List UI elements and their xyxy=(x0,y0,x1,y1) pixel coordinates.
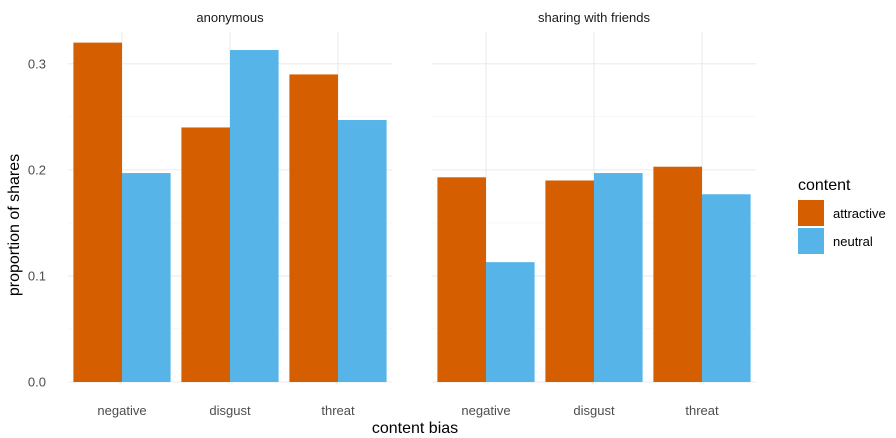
facet-panel-1: sharing with friends negative disgust threa… xyxy=(432,10,756,418)
bar-neutral-disgust xyxy=(594,173,643,382)
legend-swatch-neutral xyxy=(798,228,824,254)
x-axis-title: content bias xyxy=(372,420,458,437)
y-tick-label: 0.3 xyxy=(28,56,46,71)
bar-attractive-threat xyxy=(653,166,702,382)
bar-neutral-disgust xyxy=(230,50,279,382)
x-tick-label: negative xyxy=(461,403,510,418)
y-tick-label: 0.0 xyxy=(28,375,46,390)
bar-attractive-threat xyxy=(289,74,338,382)
y-tick-label: 0.2 xyxy=(28,162,46,177)
legend-label-attractive: attractive xyxy=(833,206,886,221)
legend-swatch-attractive xyxy=(798,200,824,226)
legend: content attractive neutral xyxy=(798,177,886,254)
legend-title: content xyxy=(798,177,851,194)
facet-title: sharing with friends xyxy=(538,10,650,25)
x-tick-label: threat xyxy=(321,403,355,418)
x-tick-label: disgust xyxy=(573,403,615,418)
facet-panel-0: anonymous negative disgust threat xyxy=(68,10,392,418)
bar-neutral-threat xyxy=(338,120,387,382)
bar-neutral-threat xyxy=(702,194,751,382)
bar-attractive-disgust xyxy=(545,180,594,382)
bar-attractive-disgust xyxy=(181,127,230,382)
legend-label-neutral: neutral xyxy=(833,234,873,249)
x-tick-label: disgust xyxy=(209,403,251,418)
x-tick-label: negative xyxy=(97,403,146,418)
facet-title: anonymous xyxy=(196,10,264,25)
y-tick-label: 0.1 xyxy=(28,268,46,283)
bar-neutral-negative xyxy=(122,173,171,382)
y-axis-title: proportion of shares xyxy=(6,154,23,296)
bar-attractive-negative xyxy=(437,177,486,382)
x-tick-label: threat xyxy=(685,403,719,418)
bar-neutral-negative xyxy=(486,262,535,382)
bar-attractive-negative xyxy=(73,42,122,383)
